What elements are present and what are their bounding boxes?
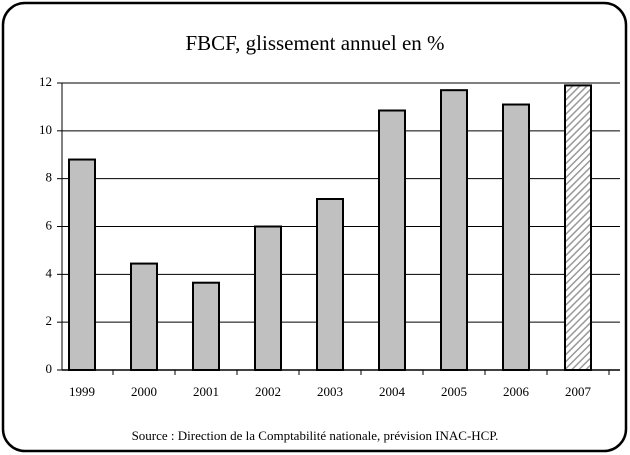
x-tick-label: 1999 <box>69 384 95 399</box>
bar <box>502 103 530 372</box>
chart-title: FBCF, glissement annuel en % <box>185 31 444 55</box>
y-tick-label: 12 <box>39 74 52 89</box>
x-tick-label: 2004 <box>379 384 406 399</box>
bar <box>378 109 406 371</box>
bar <box>130 262 158 371</box>
y-tick-label: 10 <box>39 122 52 137</box>
y-tick-label: 0 <box>46 361 53 376</box>
y-tick-label: 2 <box>46 313 53 328</box>
y-tick-label: 8 <box>46 170 53 185</box>
bar <box>564 84 592 372</box>
x-tick-label: 2002 <box>255 384 281 399</box>
x-tick-label: 2007 <box>565 384 592 399</box>
bar <box>192 281 220 371</box>
x-tick-label: 2005 <box>441 384 467 399</box>
bar <box>316 197 344 371</box>
bar <box>440 89 468 372</box>
y-tick-label: 6 <box>46 217 53 232</box>
x-tick-label: 2000 <box>131 384 157 399</box>
bar <box>254 225 282 371</box>
source-note: Source : Direction de la Comptabilité na… <box>132 428 499 443</box>
x-tick-label: 2003 <box>317 384 343 399</box>
x-tick-label: 2006 <box>503 384 530 399</box>
x-tick-label: 2001 <box>193 384 219 399</box>
y-tick-label: 4 <box>46 265 53 280</box>
bar <box>68 158 96 371</box>
